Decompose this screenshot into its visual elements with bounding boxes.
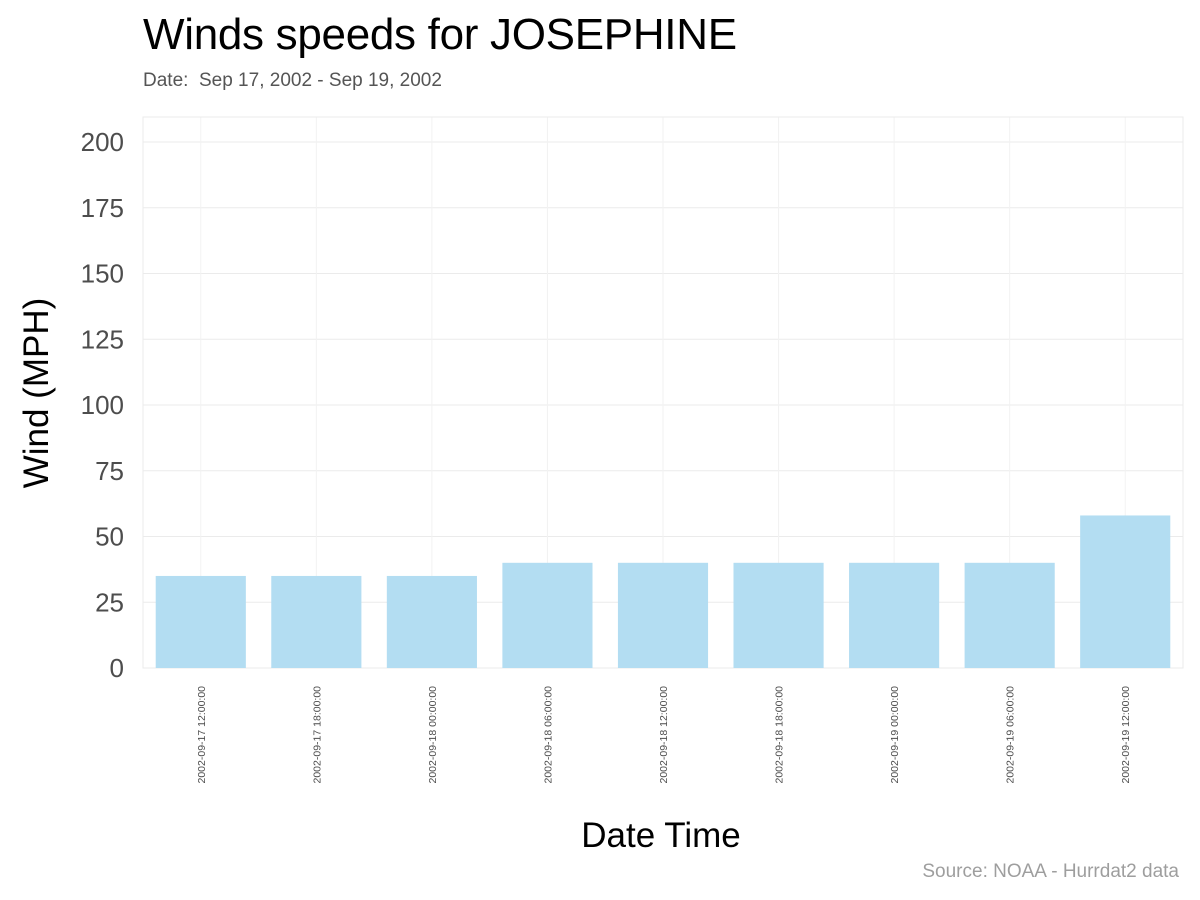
bar bbox=[964, 562, 1055, 668]
x-tick-label: 2002-09-18 00:00:00 bbox=[427, 686, 439, 784]
x-axis-ticks: 2002-09-17 12:00:00 2002-09-17 18:00:00 20… bbox=[196, 686, 1132, 784]
y-tick-label: 175 bbox=[81, 193, 124, 223]
x-tick-label: 2002-09-19 06:00:00 bbox=[1005, 686, 1017, 784]
bar bbox=[1080, 515, 1171, 668]
y-tick-label: 75 bbox=[95, 456, 124, 486]
y-tick-label: 125 bbox=[81, 324, 124, 354]
bar bbox=[617, 562, 709, 668]
bar bbox=[849, 562, 940, 668]
y-tick-label: 200 bbox=[81, 127, 124, 157]
bar bbox=[502, 562, 593, 668]
bar bbox=[155, 575, 246, 668]
chart-subtitle: Date: Sep 17, 2002 - Sep 19, 2002 bbox=[143, 70, 442, 91]
y-tick-label: 25 bbox=[95, 587, 124, 617]
chart-title: Winds speeds for JOSEPHINE bbox=[143, 10, 737, 59]
y-tick-label: 150 bbox=[81, 259, 124, 289]
x-tick-label: 2002-09-19 12:00:00 bbox=[1120, 686, 1132, 784]
bars bbox=[155, 515, 1171, 668]
source-caption: Source: NOAA - Hurrdat2 data bbox=[922, 861, 1179, 882]
bar bbox=[386, 575, 477, 668]
x-tick-label: 2002-09-17 18:00:00 bbox=[311, 686, 323, 784]
bar bbox=[733, 562, 824, 668]
x-axis-title: Date Time bbox=[581, 816, 741, 855]
x-tick-label: 2002-09-19 00:00:00 bbox=[889, 686, 901, 784]
y-axis-title: Wind (MPH) bbox=[17, 298, 56, 489]
x-tick-label: 2002-09-18 12:00:00 bbox=[658, 686, 670, 784]
y-tick-label: 100 bbox=[81, 390, 124, 420]
y-tick-label: 0 bbox=[110, 653, 124, 683]
bar bbox=[271, 575, 362, 668]
y-tick-label: 50 bbox=[95, 522, 124, 552]
y-axis-ticks: 0 25 50 75 100 125 150 175 200 bbox=[81, 127, 124, 683]
x-tick-label: 2002-09-18 06:00:00 bbox=[542, 686, 554, 784]
x-tick-label: 2002-09-18 18:00:00 bbox=[774, 686, 786, 784]
x-tick-label: 2002-09-17 12:00:00 bbox=[196, 686, 208, 784]
